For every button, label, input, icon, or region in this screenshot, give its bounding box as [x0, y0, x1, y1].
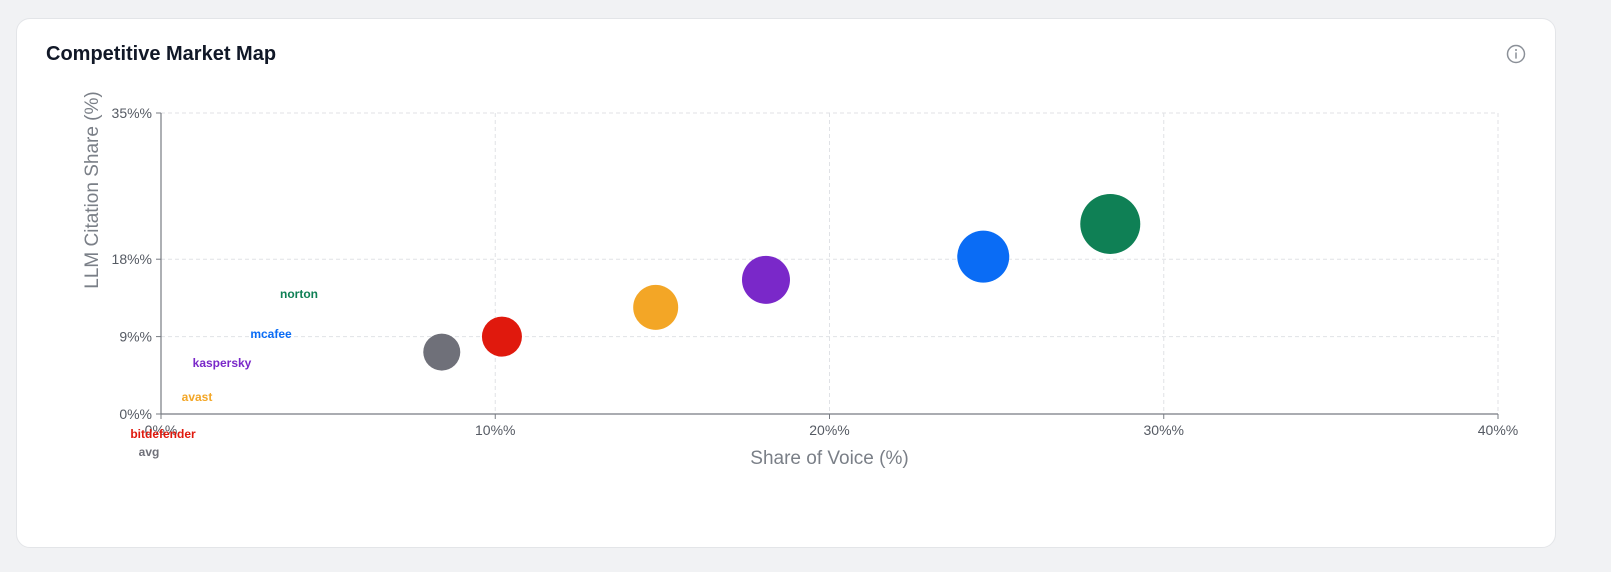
label-kaspersky: kaspersky [193, 356, 252, 370]
y-tick-label: 18%% [112, 251, 152, 267]
label-avast: avast [182, 390, 213, 404]
bubble-norton [1080, 193, 1141, 254]
label-bitdefender: bitdefender [130, 427, 196, 441]
x-tick-label: 40%% [1478, 422, 1518, 438]
y-tick-label: 0%% [119, 406, 152, 422]
x-tick-label: 0%% [145, 422, 178, 438]
x-axis-title: Share of Voice (%) [750, 448, 908, 469]
y-tick-label: 9%% [119, 329, 152, 345]
bubble-avast [633, 284, 679, 330]
label-mcafee: mcafee [250, 327, 292, 341]
card-title: Competitive Market Map [46, 43, 277, 65]
info-icon[interactable] [1505, 43, 1527, 65]
bubble-bitdefender [481, 316, 522, 357]
x-tick-label: 20%% [809, 422, 849, 438]
x-tick-label: 30%% [1144, 422, 1184, 438]
bubble-kaspersky [741, 255, 790, 304]
label-norton: norton [280, 287, 318, 301]
bubble-avg [423, 333, 461, 371]
bubble-mcafee [957, 230, 1010, 283]
y-tick-label: 35%% [112, 105, 152, 121]
x-tick-label: 10%% [475, 422, 515, 438]
y-axis-title: LLM Citation Share (%) [82, 91, 103, 288]
label-avg: avg [139, 445, 160, 459]
